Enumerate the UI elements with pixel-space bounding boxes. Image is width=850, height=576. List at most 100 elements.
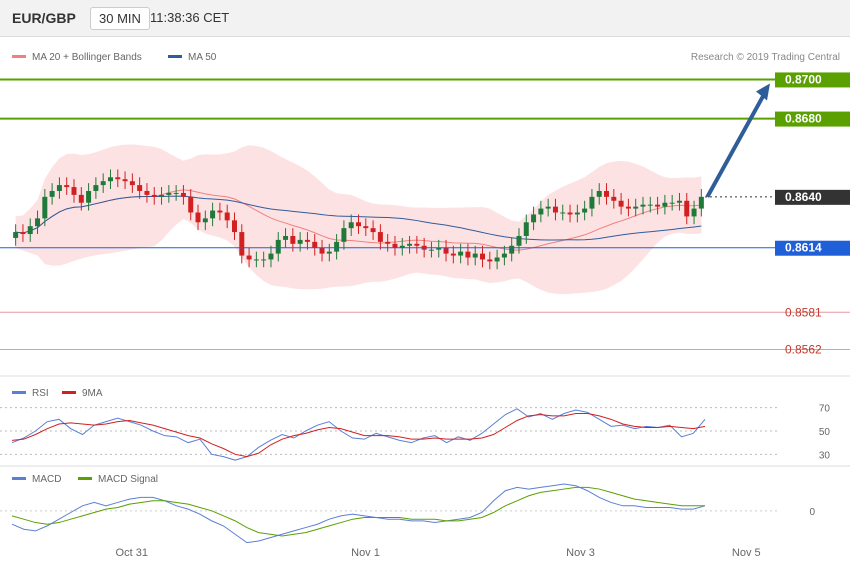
candle-body [173,192,179,194]
rsi-tick-label: 70 [819,404,831,415]
level-label-bg [775,72,850,88]
candle-body [392,243,398,248]
candle-body [107,177,113,182]
candle-body [188,196,194,213]
candle-body [545,206,551,209]
projection-arrow-head [756,83,770,101]
rsi-ma-legend-label: 9MA [82,388,103,399]
candle-body [531,214,537,223]
candle-body [144,190,150,195]
candle-body [334,241,340,252]
candle-body [465,251,471,258]
candle-body [494,257,500,262]
candle-body [239,232,245,256]
candle-body [20,232,26,235]
macd-signal-line [11,486,705,537]
candle-body [604,190,610,197]
candle-body [78,194,84,203]
candle-body [516,235,522,246]
macd-signal-legend-swatch [78,477,92,480]
x-axis-label: Oct 31 [116,547,148,559]
candle-body [64,185,70,188]
symbol-label: EUR/GBP [12,10,76,26]
rsi-tick-label: 50 [819,427,831,438]
candle-body [261,259,267,261]
candle-body [655,204,661,207]
candle-body [283,235,289,240]
candle-body [326,251,332,254]
level-label-bg [775,111,850,127]
candle-body [159,194,165,197]
candle-body [684,200,690,217]
x-axis-label: Nov 5 [732,547,761,559]
candle-body [399,245,405,248]
candle-body [611,196,617,201]
candle-body [217,210,223,213]
clock-label: 11:38:36 CET [150,10,230,25]
candle-body [436,247,442,250]
macd-signal-legend-label: MACD Signal [98,474,158,485]
candle-body [385,241,391,244]
macd-legend-label: MACD [32,474,61,485]
candle-body [574,212,580,215]
candle-body [100,181,106,186]
candle-body [582,208,588,213]
candle-body [480,253,486,260]
candle-body [202,218,208,223]
candle-body [93,185,99,191]
candle-body [443,247,449,254]
rsi-ma-line [11,413,706,458]
candle-body [428,249,434,251]
candle-body [290,235,296,244]
candle-body [71,187,77,195]
level-label-bg [775,240,850,256]
candle-body [341,228,347,242]
candle-body [458,251,464,256]
candle-body [625,206,631,209]
candle-body [633,206,639,209]
level-label-bg [775,189,850,205]
level-label: 0.8614 [785,241,822,255]
timeframe-button[interactable]: 30 MIN [90,7,150,30]
candle-body [567,212,573,215]
candle-body [414,243,420,246]
candle-body [319,247,325,254]
candle-body [49,190,55,197]
candle-body [253,259,259,261]
x-axis-label: Nov 1 [351,547,380,559]
candle-body [691,208,697,217]
copyright-label: Research © 2019 Trading Central [691,52,840,63]
candle-body [356,222,361,227]
candle-body [224,212,230,221]
candle-body [669,202,675,204]
candle-body [370,228,376,233]
candle-body [210,210,216,219]
candle-body [560,212,566,214]
candle-body [640,204,646,207]
candle-body [129,181,135,186]
candle-body [312,241,318,248]
candle-body [35,218,41,227]
candle-body [552,206,558,213]
header-bar: EUR/GBP 30 MIN 11:38:36 CET [0,0,850,37]
candle-body [407,243,413,246]
candle-body [297,239,303,244]
candle-body [275,239,281,254]
candle-body [166,192,172,195]
candle-body [676,200,682,203]
macd-line [11,483,706,544]
candle-body [509,245,515,254]
ma50-legend-swatch [168,55,182,58]
projection-arrow [705,93,766,198]
candle-body [450,253,456,256]
candle-body [304,239,310,242]
candle-body [246,255,252,260]
candle-body [647,204,653,206]
candle-body [596,190,602,197]
candle-body [195,212,201,223]
rsi-ma-legend-swatch [62,391,76,394]
candle-body [348,222,354,229]
candle-body [377,232,383,242]
candle-body [56,185,62,191]
